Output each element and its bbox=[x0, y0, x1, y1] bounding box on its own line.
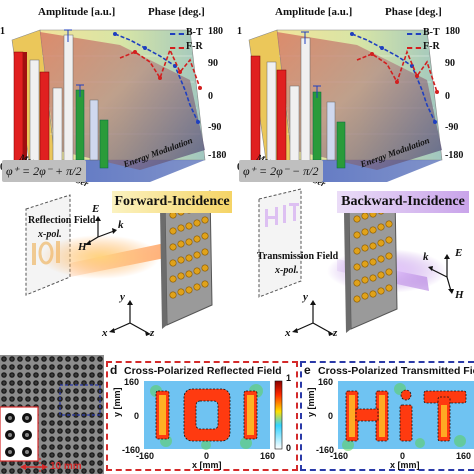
axis-k: k bbox=[423, 251, 429, 263]
legend-label: B-T bbox=[186, 27, 203, 38]
y-axis-label: y [mm] bbox=[112, 387, 122, 417]
transmitted-field-map bbox=[338, 381, 474, 451]
right-tick: 0 bbox=[445, 91, 450, 102]
axis-z: z bbox=[150, 327, 155, 339]
panel-letter: e bbox=[304, 363, 311, 377]
right-tick: -180 bbox=[208, 150, 227, 161]
x-tick: 160 bbox=[456, 451, 472, 461]
sample-photo-graphic bbox=[0, 355, 104, 474]
panel-d: d Cross-Polarized Reflected Field y [mm]… bbox=[106, 361, 298, 471]
right-tick: 180 bbox=[445, 26, 460, 37]
right-tick: -90 bbox=[445, 122, 459, 133]
axis-k: k bbox=[118, 219, 124, 231]
axis-h: H bbox=[455, 289, 464, 301]
panel-letter: d bbox=[110, 363, 118, 377]
right-tick: -90 bbox=[208, 122, 222, 133]
axis-h: H bbox=[78, 241, 87, 253]
y-tick: 160 bbox=[318, 377, 334, 387]
x-tick: 0 bbox=[204, 451, 210, 461]
colorbar-tick: 1 bbox=[286, 373, 292, 383]
right-tick: 0 bbox=[208, 91, 213, 102]
pol-label: x-pol. bbox=[38, 229, 62, 240]
panel-title: Cross-Polarized Reflected Field bbox=[124, 365, 282, 377]
axis-z: z bbox=[333, 327, 338, 339]
y-tick: 160 bbox=[124, 377, 140, 387]
chart-3d-right-graphic bbox=[248, 29, 443, 182]
backward-scene: Backward-Incidence Transmission Field x-… bbox=[237, 185, 474, 345]
y-tick: -160 bbox=[316, 445, 335, 455]
axis-x: x bbox=[285, 327, 291, 339]
x-tick: 160 bbox=[260, 451, 276, 461]
axis-x: x bbox=[102, 327, 108, 339]
left-axis-ticks: 1 0 bbox=[237, 26, 249, 173]
reflected-field-map bbox=[144, 380, 283, 450]
y-tick: -160 bbox=[122, 445, 141, 455]
right-tick: 180 bbox=[208, 26, 223, 37]
colorbar-tick: 0 bbox=[286, 443, 292, 453]
right-axis-label: Phase [deg.] bbox=[385, 6, 442, 18]
chart-panel-left: Amplitude [a.u.] Phase [deg.] 1 0 180 90… bbox=[0, 0, 237, 189]
y-tick: 0 bbox=[328, 411, 334, 421]
forward-scene-graphic bbox=[25, 190, 213, 336]
axis-e: E bbox=[455, 247, 463, 259]
chart-3d-left-graphic bbox=[11, 29, 206, 182]
sample-photo: 10 mm bbox=[0, 355, 104, 474]
x-tick: -160 bbox=[136, 451, 155, 461]
right-tick: -180 bbox=[445, 150, 464, 161]
equation-box-right: φ⁺ = 2φ⁻ − π/2 bbox=[239, 160, 323, 182]
legend-label: F-R bbox=[186, 41, 203, 52]
scale-bar-label: 10 mm bbox=[50, 461, 82, 472]
backward-scene-graphic bbox=[258, 188, 454, 336]
x-tick: -160 bbox=[330, 451, 349, 461]
chart-panel-right: Amplitude [a.u.] Phase [deg.] 1 0 180 90… bbox=[237, 0, 474, 189]
forward-scene: Forward-Incidence Reflection Field x-pol… bbox=[0, 185, 237, 345]
axis-y: y bbox=[120, 291, 125, 303]
right-tick: 90 bbox=[445, 58, 455, 69]
equation-box-left: φ⁺ = 2φ⁻ + π/2 bbox=[2, 160, 86, 182]
legend-label: B-T bbox=[423, 27, 440, 38]
banner-forward-incidence: Forward-Incidence bbox=[112, 191, 232, 213]
legend-swatch bbox=[170, 33, 184, 35]
y-tick: 0 bbox=[134, 411, 140, 421]
left-axis-ticks: 1 0 bbox=[0, 26, 12, 173]
panel-e: e Cross-Polarized Transmitted Field y [m… bbox=[300, 361, 474, 471]
right-axis-ticks: 180 90 0 -90 -180 bbox=[445, 26, 473, 166]
legend-swatch bbox=[407, 33, 421, 35]
left-axis-label: Amplitude [a.u.] bbox=[275, 6, 353, 18]
x-axis-label: x [mm] bbox=[390, 460, 420, 470]
legend-swatch bbox=[407, 47, 421, 49]
right-tick: 90 bbox=[208, 58, 218, 69]
left-tick: 1 bbox=[0, 26, 5, 37]
field-label: Transmission Field bbox=[257, 251, 339, 262]
x-tick: 0 bbox=[400, 451, 406, 461]
x-axis-label: x [mm] bbox=[192, 460, 222, 470]
right-axis-label: Phase [deg.] bbox=[148, 6, 205, 18]
left-tick: 1 bbox=[237, 26, 242, 37]
legend-swatch bbox=[170, 47, 184, 49]
banner-backward-incidence: Backward-Incidence bbox=[337, 191, 469, 213]
axis-y: y bbox=[303, 291, 308, 303]
panel-title: Cross-Polarized Transmitted Field bbox=[318, 365, 474, 377]
right-axis-ticks: 180 90 0 -90 -180 bbox=[208, 26, 236, 166]
pol-label: x-pol. bbox=[275, 265, 299, 276]
y-axis-label: y [mm] bbox=[306, 387, 316, 417]
field-label: Reflection Field bbox=[28, 215, 96, 226]
axis-e: E bbox=[92, 203, 100, 215]
left-axis-label: Amplitude [a.u.] bbox=[38, 6, 116, 18]
legend-label: F-R bbox=[423, 41, 440, 52]
